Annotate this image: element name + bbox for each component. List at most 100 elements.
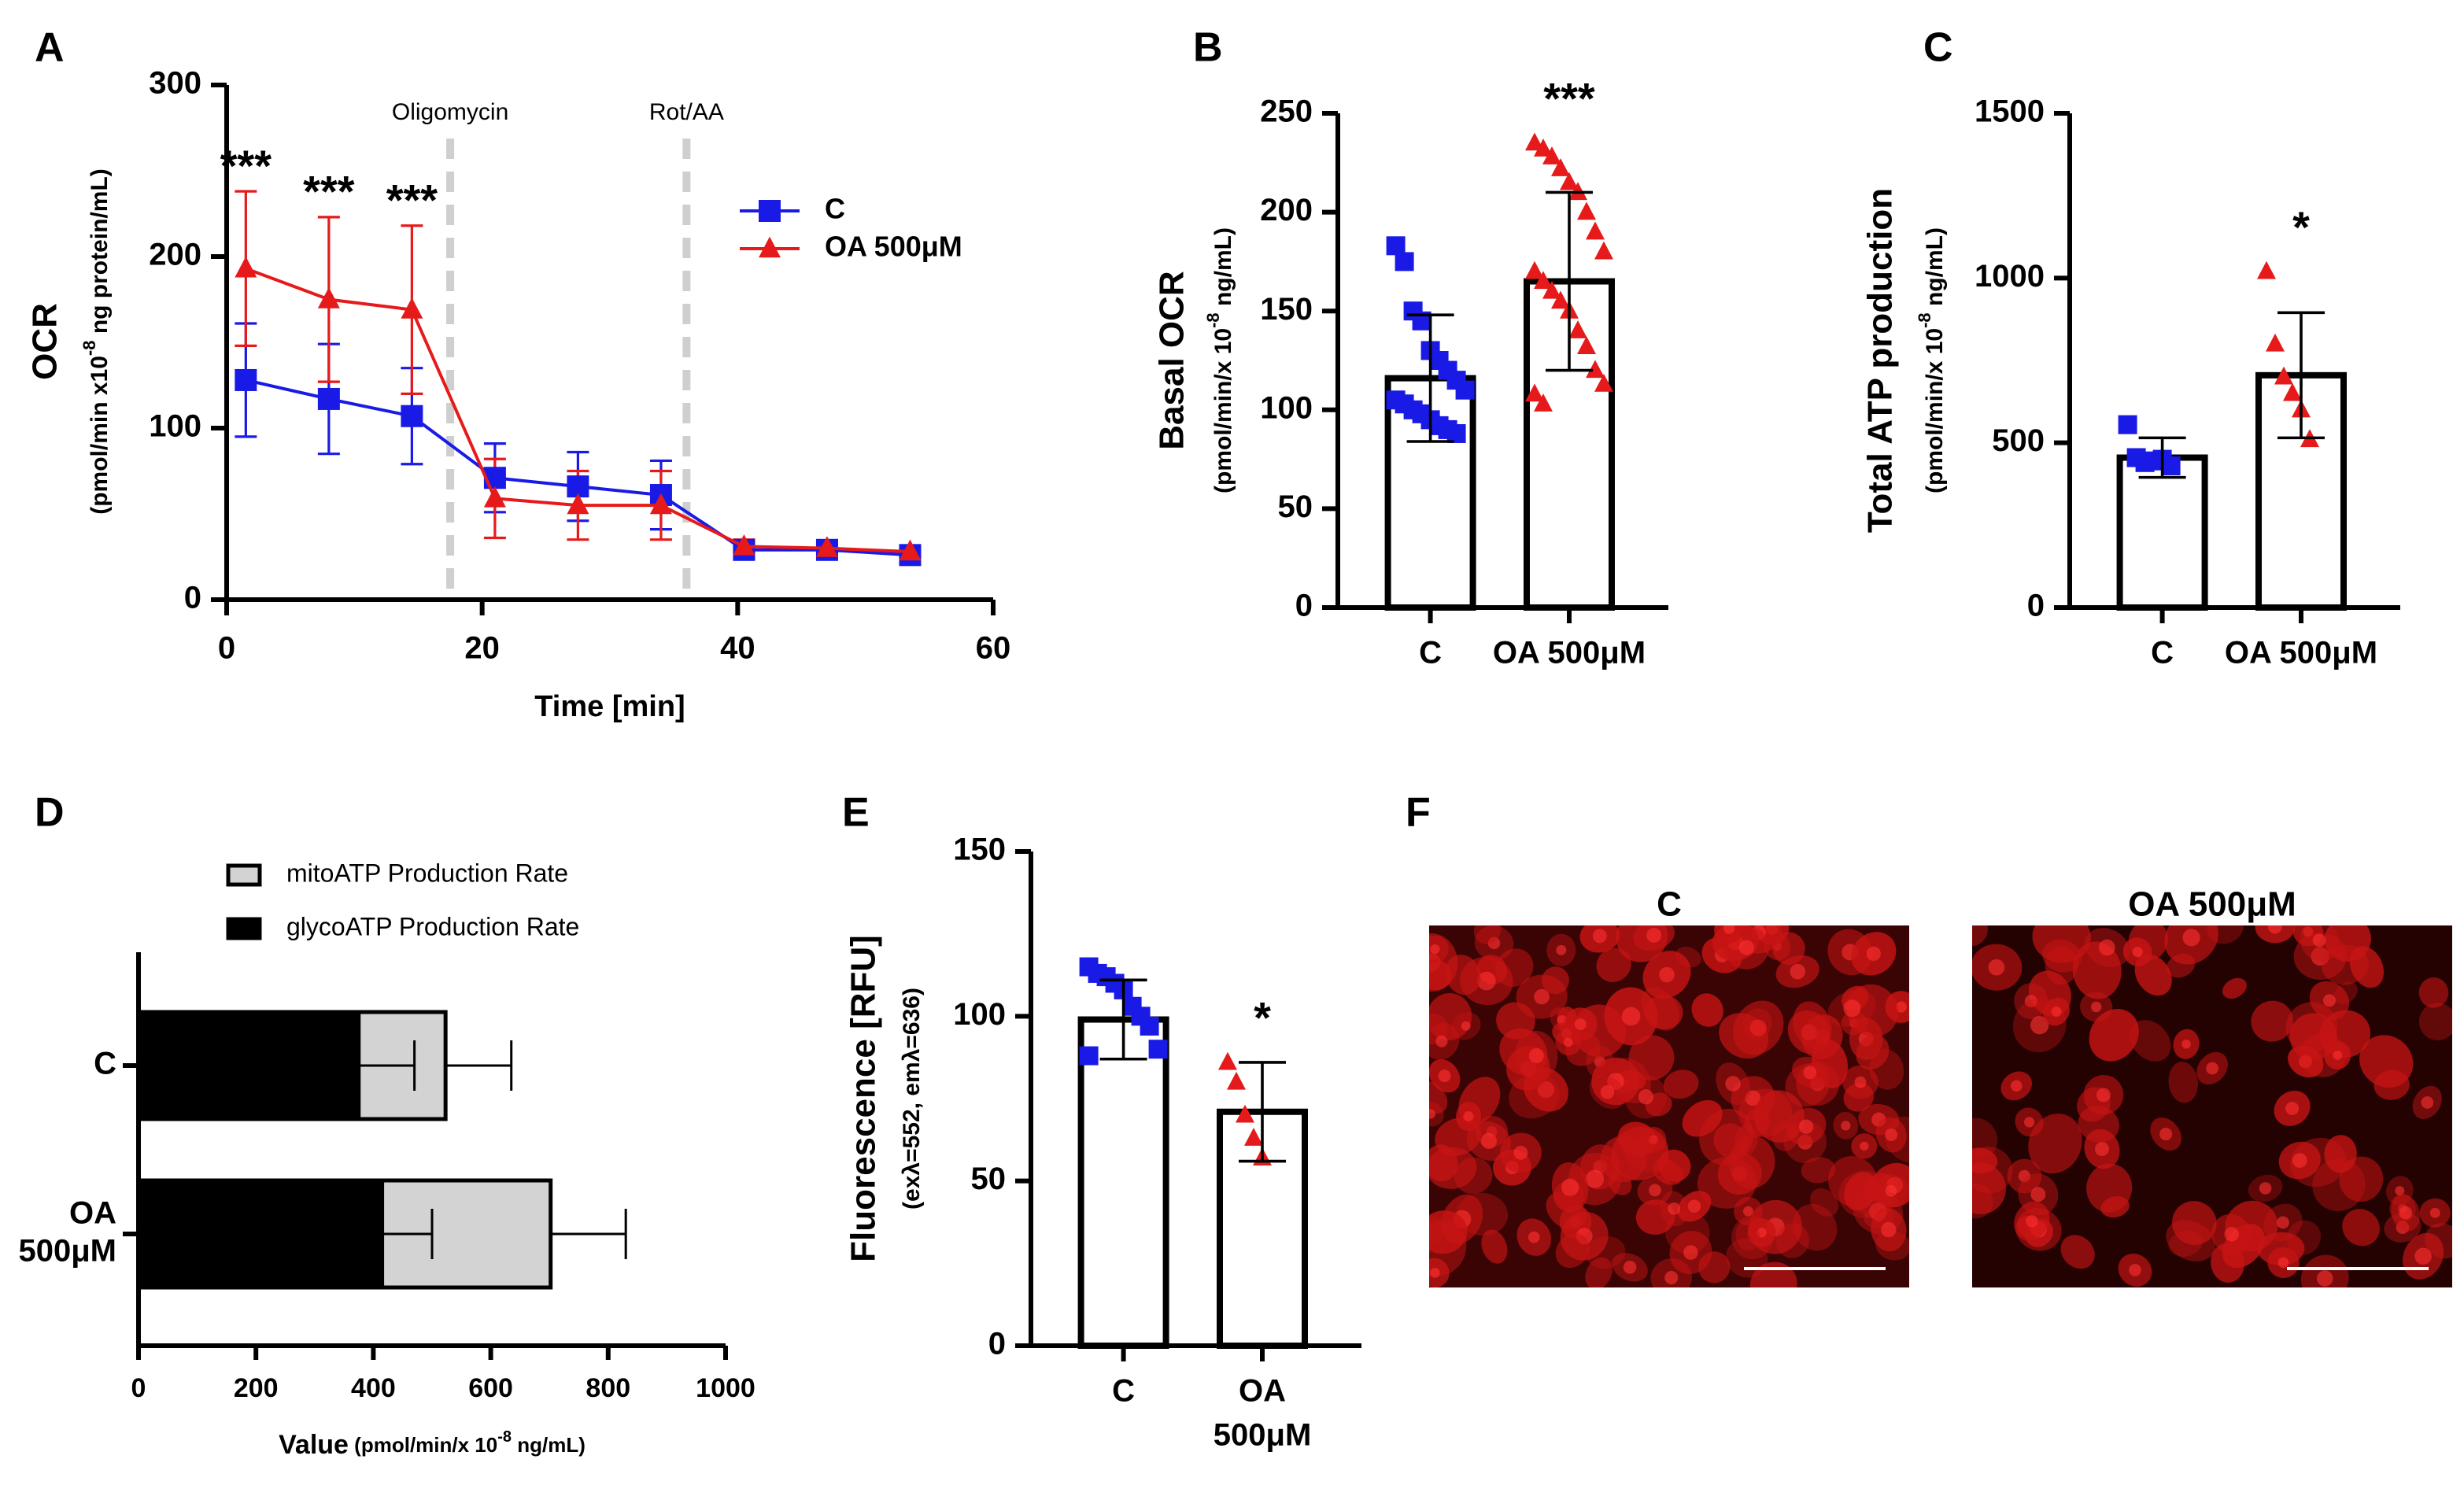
cell bbox=[1496, 1002, 1535, 1040]
marker bbox=[2283, 382, 2302, 401]
cell bbox=[2349, 946, 2385, 988]
x-axis-sublabel: -8 bbox=[497, 1428, 512, 1446]
image-title: C bbox=[1657, 885, 1682, 924]
cell-bright bbox=[2429, 1207, 2440, 1218]
cell-bright bbox=[2224, 1227, 2239, 1242]
cell bbox=[1555, 1233, 1590, 1269]
x-axis-label: Value (pmol/min/x 10-8 ng/mL) bbox=[279, 1428, 586, 1460]
cell-bright bbox=[1881, 1221, 1897, 1238]
x-tick-label: 1000 bbox=[696, 1373, 755, 1403]
y-axis-sublabel: (pmol/min x10-8 ng protein/mL) bbox=[79, 168, 113, 515]
cell bbox=[1494, 948, 1534, 988]
category-label: OA bbox=[1239, 1374, 1286, 1409]
cell-bright bbox=[1725, 1076, 1741, 1092]
marker bbox=[1395, 252, 1414, 272]
x-tick-label: 60 bbox=[976, 631, 1011, 666]
cell-bright bbox=[2010, 1080, 2023, 1092]
cell bbox=[2373, 1069, 2410, 1100]
category-label: C bbox=[2151, 636, 2174, 670]
cell-bright bbox=[1528, 1047, 1544, 1063]
marker bbox=[1577, 201, 1596, 220]
y-axis-label: OCR bbox=[26, 303, 65, 380]
cell bbox=[2312, 1158, 2366, 1212]
cell bbox=[2251, 1000, 2293, 1042]
cell-bright bbox=[1607, 1073, 1624, 1090]
category-label: C bbox=[1112, 1374, 1135, 1409]
x-tick-label: 800 bbox=[586, 1373, 630, 1403]
bar bbox=[2255, 371, 2347, 611]
cell-bright bbox=[2277, 1257, 2289, 1269]
cell-bright bbox=[2396, 1221, 2410, 1234]
marker bbox=[1594, 241, 1613, 260]
y-tick-label: 100 bbox=[1260, 390, 1313, 425]
marker bbox=[1534, 271, 1553, 290]
cell bbox=[1625, 1135, 1669, 1173]
marker bbox=[733, 534, 755, 556]
bar bbox=[2116, 454, 2208, 611]
cell-bright bbox=[1790, 963, 1806, 980]
cell-bright bbox=[1561, 1178, 1579, 1196]
cell bbox=[1473, 925, 1502, 944]
cell bbox=[1682, 1099, 1723, 1137]
panel-label: C bbox=[1923, 25, 1953, 71]
cell-bright bbox=[1592, 929, 1607, 944]
y-tick-label: 1500 bbox=[1975, 94, 2045, 129]
marker bbox=[1525, 260, 1544, 279]
marker bbox=[815, 536, 838, 557]
marker bbox=[1560, 172, 1579, 190]
cell-bright bbox=[1621, 1007, 1641, 1026]
error-bar bbox=[2277, 311, 2325, 440]
x-tick-label: 0 bbox=[131, 1373, 146, 1403]
cell bbox=[2324, 1135, 2357, 1173]
cell-bright bbox=[2129, 1264, 2141, 1276]
cell-bright bbox=[1429, 1109, 1435, 1119]
cell-bright bbox=[2303, 926, 2314, 937]
image-title: OA 500μM bbox=[2128, 885, 2296, 924]
panel-label: B bbox=[1193, 25, 1223, 71]
cell-bright bbox=[1843, 999, 1861, 1018]
cell bbox=[1735, 1220, 1760, 1251]
cell bbox=[1844, 1172, 1878, 1211]
cell bbox=[2028, 1114, 2082, 1174]
marker bbox=[317, 287, 340, 308]
cell bbox=[1429, 1210, 1468, 1254]
cell bbox=[1742, 1008, 1772, 1040]
cell-bright bbox=[2299, 1055, 2313, 1069]
y-axis-sublabel-part: -8 bbox=[1203, 312, 1223, 328]
marker bbox=[1586, 360, 1605, 379]
legend-label: glycoATP Production Rate bbox=[286, 912, 579, 940]
marker bbox=[1542, 146, 1561, 164]
x-tick-label: 400 bbox=[351, 1373, 396, 1403]
cell bbox=[1972, 1162, 2006, 1215]
marker bbox=[1586, 221, 1605, 240]
y-axis-sublabel-part: (pmol/min/x 10 bbox=[1210, 328, 1236, 493]
significance: *** bbox=[220, 141, 272, 190]
cell-bright bbox=[1574, 1018, 1587, 1031]
error-bar bbox=[1099, 978, 1147, 1061]
cell bbox=[1542, 966, 1569, 995]
cell-bright bbox=[1895, 1001, 1908, 1013]
cell-bright bbox=[1683, 1245, 1698, 1260]
marker bbox=[1568, 320, 1587, 338]
marker bbox=[401, 404, 423, 427]
legend-label: C bbox=[825, 193, 845, 225]
cell-bright bbox=[1749, 1019, 1767, 1036]
cell-bright bbox=[1438, 1069, 1451, 1083]
error-bar bbox=[550, 1209, 627, 1259]
cell-bright bbox=[2277, 1216, 2289, 1229]
cell-bright bbox=[1463, 1111, 1474, 1122]
significance: * bbox=[1254, 993, 1271, 1043]
category-label: OA 500μM bbox=[2225, 636, 2377, 670]
x-tick-label: 600 bbox=[468, 1373, 513, 1403]
cell-bright bbox=[2414, 1247, 2432, 1265]
cell-bright bbox=[1649, 1184, 1661, 1197]
cell bbox=[1628, 1035, 1675, 1081]
marker bbox=[759, 236, 781, 258]
legend-label: OA 500μM bbox=[825, 231, 962, 263]
x-axis-sublabel: (pmol/min/x 10 bbox=[349, 1433, 497, 1457]
y-tick-label: 100 bbox=[149, 409, 201, 444]
marker bbox=[1551, 290, 1570, 309]
cell bbox=[1691, 993, 1723, 1027]
marker bbox=[401, 297, 423, 319]
marker bbox=[1140, 1016, 1159, 1036]
